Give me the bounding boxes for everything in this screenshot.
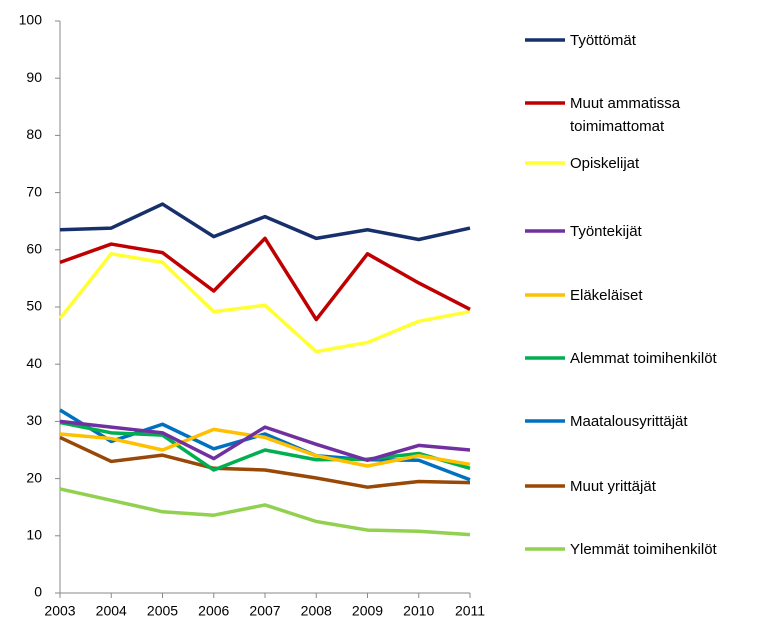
legend-label: Alemmat toimihenkilöt — [570, 349, 717, 367]
x-tick-label: 2011 — [455, 603, 485, 619]
x-tick-label: 2009 — [352, 603, 383, 619]
x-tick-label: 2006 — [198, 603, 229, 619]
series-line — [58, 252, 471, 354]
legend-label: Eläkeläiset — [570, 286, 643, 304]
legend-label: Muut yrittäjät — [570, 477, 656, 495]
x-tick-label: 2003 — [44, 603, 75, 619]
legend-label: Työttömät — [570, 31, 636, 49]
series-line — [59, 487, 471, 537]
series-line — [59, 202, 471, 242]
series-line — [59, 435, 471, 489]
series-line — [59, 427, 471, 468]
series-line — [59, 419, 471, 463]
y-tick-label: 100 — [19, 12, 43, 28]
x-tick-label: 2004 — [96, 603, 127, 619]
legend-label: Ylemmät toimihenkilöt — [570, 540, 717, 558]
legend-label: Työntekijät — [570, 222, 642, 240]
legend-label: Muut ammatissa toimimattomat — [570, 94, 681, 135]
y-tick-label: 70 — [26, 183, 42, 199]
y-tick-label: 80 — [26, 126, 42, 142]
y-tick-label: 0 — [34, 584, 42, 600]
y-tick-label: 40 — [26, 355, 42, 371]
series-line — [59, 236, 471, 322]
y-tick-label: 60 — [26, 241, 42, 257]
x-tick-label: 2005 — [147, 603, 178, 619]
x-tick-label: 2010 — [403, 603, 434, 619]
y-tick-label: 90 — [26, 69, 42, 85]
x-tick-label: 2007 — [249, 603, 280, 619]
legend-label: Maatalousyrittäjät — [570, 412, 688, 430]
legend-label: Opiskelijat — [570, 154, 640, 172]
y-tick-label: 20 — [26, 469, 42, 485]
x-tick-label: 2008 — [301, 603, 332, 619]
y-tick-label: 10 — [26, 527, 42, 543]
y-tick-label: 50 — [26, 298, 42, 314]
series-line — [59, 420, 471, 472]
y-tick-label: 30 — [26, 412, 42, 428]
